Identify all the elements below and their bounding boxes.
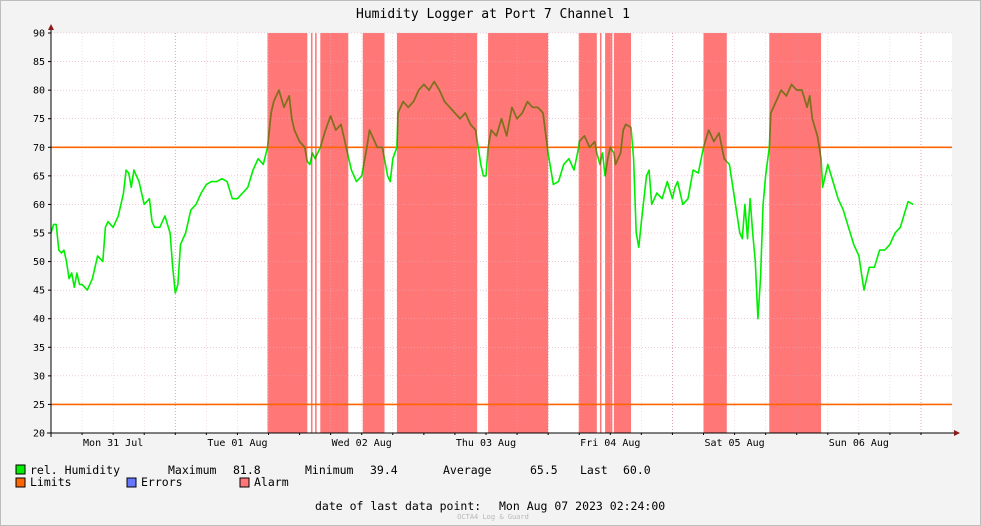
alarm-band — [310, 33, 313, 433]
x-tick-label: Tue 01 Aug — [207, 438, 267, 449]
x-tick-label: Fri 04 Aug — [580, 438, 640, 449]
legend-alarm-label: Alarm — [254, 475, 289, 489]
x-tick-label: Thu 03 Aug — [456, 438, 516, 449]
legend-swatch-alarm — [239, 477, 250, 488]
legend-min-label: Minimum — [305, 463, 354, 477]
y-tick-label: 90 — [33, 29, 45, 40]
y-tick-labels: 20 25 30 35 40 45 50 55 60 65 70 75 80 85 90 — [33, 29, 45, 440]
series-layer — [50, 80, 914, 320]
y-tick-label: 70 — [33, 143, 45, 154]
alarm-band — [578, 33, 597, 433]
legend-avg-label: Average — [443, 463, 492, 477]
legend-last-label: Last — [580, 463, 608, 477]
series-line-humidity — [50, 80, 914, 320]
legend-avg-value: 65.5 — [530, 463, 558, 477]
y-tick-label: 55 — [33, 229, 45, 240]
chart-title: Humidity Logger at Port 7 Channel 1 — [356, 7, 630, 22]
axes — [47, 24, 960, 437]
legend-swatch-limits — [15, 477, 26, 488]
alarm-band — [362, 33, 385, 433]
limit-lines — [51, 146, 952, 406]
y-axis-arrow — [48, 24, 54, 30]
y-tick-label: 30 — [33, 371, 45, 382]
x-tick-label: Wed 02 Aug — [332, 438, 392, 449]
watermark: OCTA4 Log & Guard — [457, 513, 529, 521]
last-point-label: date of last data point: — [315, 499, 481, 513]
y-tick-label: 80 — [33, 86, 45, 97]
legend-swatch-errors — [126, 477, 137, 488]
legend-humidity-label: rel. Humidity — [30, 463, 120, 477]
legend: rel. Humidity Maximum 81.8 Minimum 39.4 … — [15, 463, 651, 489]
legend-min-value: 39.4 — [370, 463, 398, 477]
legend-max-value: 81.8 — [233, 463, 261, 477]
x-tick-label: Mon 31 Jul — [83, 438, 143, 449]
alarm-band — [605, 33, 613, 433]
alarm-band — [488, 33, 549, 433]
x-tick-label: Sat 05 Aug — [704, 438, 764, 449]
y-tick-label: 20 — [33, 429, 45, 440]
legend-max-label: Maximum — [168, 463, 217, 477]
legend-last-value: 60.0 — [623, 463, 651, 477]
alarm-band — [396, 33, 478, 433]
x-axis-arrow — [954, 430, 960, 436]
legend-limits-label: Limits — [30, 475, 72, 489]
y-tick-label: 45 — [33, 286, 45, 297]
legend-swatch-humidity — [15, 464, 26, 475]
last-point-value: Mon Aug 07 2023 02:24:00 — [499, 499, 665, 513]
y-tick-label: 65 — [33, 171, 45, 182]
plot-area: 20 25 30 35 40 45 50 55 60 65 70 75 80 85 90 Mon 31 Ju… — [33, 24, 960, 449]
y-tick-label: 35 — [33, 343, 45, 354]
y-tick-label: 75 — [33, 114, 45, 125]
y-tick-label: 60 — [33, 200, 45, 211]
y-tick-label: 25 — [33, 400, 45, 411]
y-tick-label: 40 — [33, 314, 45, 325]
x-tick-labels: Mon 31 Jul Tue 01 Aug Wed 02 Aug Thu 03 Aug… — [83, 438, 889, 449]
y-tick-label: 50 — [33, 257, 45, 268]
x-tick-label: Sun 06 Aug — [829, 438, 889, 449]
alarm-band — [613, 33, 631, 433]
y-tick-label: 85 — [33, 57, 45, 68]
legend-errors-label: Errors — [141, 475, 183, 489]
